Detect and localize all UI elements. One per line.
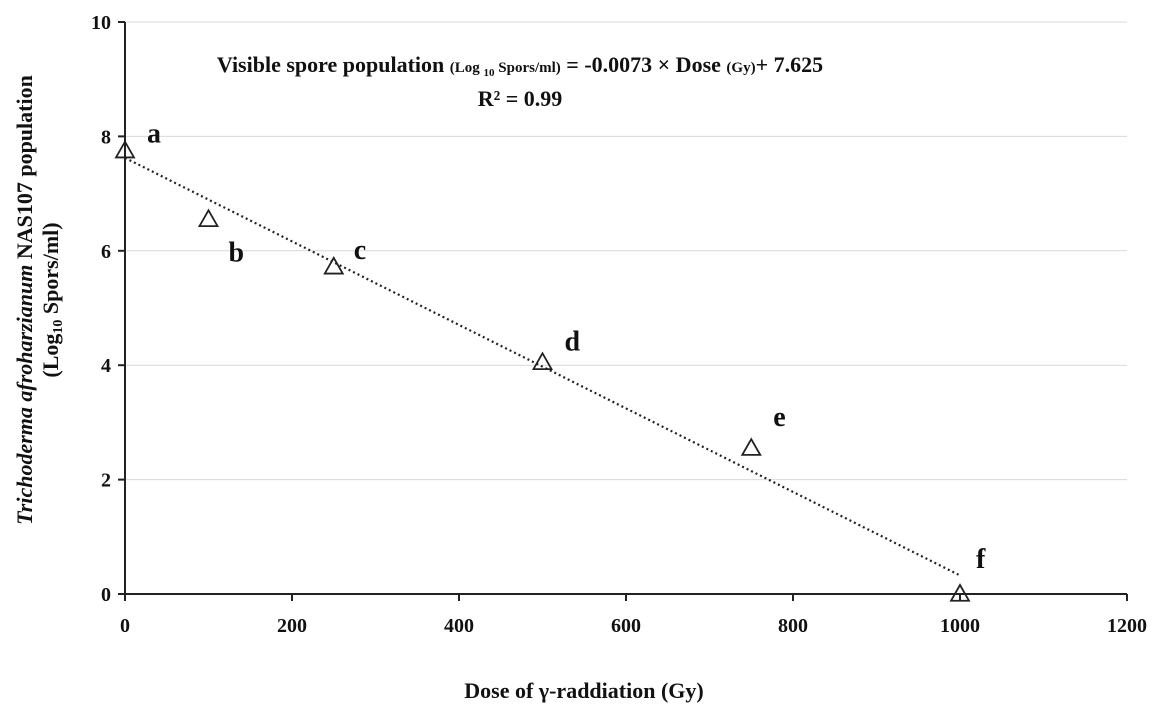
- equation-part1: Visible spore population: [217, 52, 450, 77]
- x-tick-label-1000: 1000: [940, 615, 980, 637]
- y-axis-unit-a: (Log: [38, 334, 63, 378]
- x-tick-label-0: 0: [120, 615, 130, 637]
- y-axis-title-line2: (Log10 Spors/ml): [38, 222, 66, 377]
- x-tick-label-1200: 1200: [1107, 615, 1147, 637]
- tick-labels: 0 2 4 6 8 10 0 200 400 600 800 1000 1200: [91, 12, 1147, 637]
- y-tick-label-6: 6: [101, 241, 111, 263]
- point-label-e: e: [773, 402, 785, 433]
- equation-part3: Spors/ml): [495, 60, 561, 76]
- y-tick-label-4: 4: [101, 355, 111, 377]
- y-axis-title-rest: NAS107 population: [12, 75, 37, 265]
- axes: [118, 21, 1128, 601]
- point-label-f: f: [976, 544, 986, 575]
- data-point-b: [197, 208, 220, 227]
- data-point-c: [323, 256, 345, 275]
- x-tick-label-200: 200: [277, 615, 307, 637]
- y-tick-label-10: 10: [91, 12, 111, 34]
- data-point-a: [114, 139, 136, 159]
- point-label-b: b: [229, 237, 245, 268]
- x-axis-title: Dose of γ-raddiation (Gy): [464, 678, 703, 703]
- x-tick-label-800: 800: [778, 615, 808, 637]
- y-axis-title-line1: Trichoderma afroharzianum NAS107 populat…: [12, 75, 37, 525]
- y-axis-unit-b: Spors/ml): [38, 222, 63, 319]
- x-tick-label-600: 600: [611, 615, 641, 637]
- y-axis-unit-subscript: 10: [51, 320, 66, 334]
- point-label-a: a: [147, 119, 161, 150]
- r-squared-text: R² = 0.99: [478, 86, 563, 111]
- trendline-group: [124, 156, 961, 577]
- trendline: [124, 156, 961, 577]
- equation-part4: = -0.0073 × Dose: [561, 52, 727, 77]
- equation-part5: (Gy): [726, 60, 755, 76]
- gridlines: [125, 21, 1127, 481]
- data-points: [114, 139, 971, 602]
- y-tick-label-2: 2: [101, 470, 111, 492]
- point-label-c: c: [354, 235, 366, 266]
- y-tick-label-0: 0: [101, 584, 111, 606]
- data-point-d: [531, 351, 554, 370]
- y-tick-label-8: 8: [101, 126, 111, 148]
- equation-part2: (Log: [450, 60, 484, 76]
- data-point-f: [949, 583, 971, 602]
- y-axis-title-italic: Trichoderma afroharzianum: [12, 265, 37, 525]
- equation-subscript: 10: [484, 67, 496, 79]
- equation-text: Visible spore population (Log 10 Spors/m…: [217, 52, 823, 79]
- data-point-e: [740, 437, 762, 456]
- point-label-d: d: [565, 326, 581, 357]
- equation-part6: + 7.625: [756, 52, 824, 77]
- x-tick-label-400: 400: [444, 615, 474, 637]
- point-labels: a b c d e f: [147, 119, 986, 575]
